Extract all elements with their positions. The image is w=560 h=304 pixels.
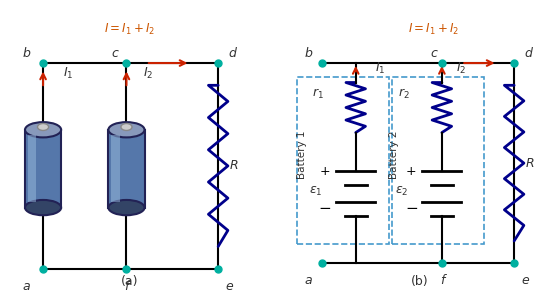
Text: $R$: $R$ — [525, 157, 535, 170]
Text: Battery 1: Battery 1 — [297, 130, 306, 179]
Bar — [392, 77, 484, 244]
Ellipse shape — [121, 123, 132, 130]
Text: f: f — [124, 280, 129, 293]
Text: $R$: $R$ — [229, 159, 239, 172]
Ellipse shape — [109, 200, 144, 215]
Text: $r_1$: $r_1$ — [312, 86, 324, 101]
Text: a: a — [305, 274, 312, 287]
Text: $\varepsilon_2$: $\varepsilon_2$ — [395, 185, 408, 198]
Ellipse shape — [25, 122, 61, 137]
Text: −: − — [405, 202, 418, 216]
Text: $r_2$: $r_2$ — [398, 86, 410, 101]
Bar — [25, 130, 61, 208]
Bar — [297, 77, 389, 244]
Text: d: d — [228, 47, 236, 60]
Text: +: + — [320, 165, 330, 178]
Text: b: b — [22, 47, 30, 60]
Text: (a): (a) — [120, 275, 138, 288]
Ellipse shape — [25, 200, 61, 215]
Text: +: + — [406, 165, 417, 178]
Text: Battery 2: Battery 2 — [389, 130, 399, 179]
Text: e: e — [521, 274, 529, 287]
Ellipse shape — [38, 123, 49, 130]
Text: a: a — [22, 280, 30, 293]
Text: d: d — [524, 47, 532, 60]
Text: $I = I_1 + I_2$: $I = I_1 + I_2$ — [104, 22, 155, 36]
Text: c: c — [112, 47, 119, 60]
Text: (b): (b) — [411, 275, 428, 288]
Text: $I_2$: $I_2$ — [143, 66, 153, 81]
Text: b: b — [305, 47, 312, 60]
Text: e: e — [226, 280, 233, 293]
Text: $\varepsilon_1$: $\varepsilon_1$ — [309, 185, 322, 198]
Text: $I_1$: $I_1$ — [375, 60, 386, 75]
Bar — [28, 135, 36, 202]
Text: $I = I_1 + I_2$: $I = I_1 + I_2$ — [408, 22, 459, 36]
Bar — [111, 135, 119, 202]
Bar — [109, 130, 144, 208]
Text: f: f — [440, 274, 444, 287]
Text: $I_1$: $I_1$ — [63, 66, 73, 81]
Ellipse shape — [109, 122, 144, 137]
Text: −: − — [319, 202, 332, 216]
Text: $I_2$: $I_2$ — [456, 60, 466, 75]
Text: c: c — [430, 47, 437, 60]
